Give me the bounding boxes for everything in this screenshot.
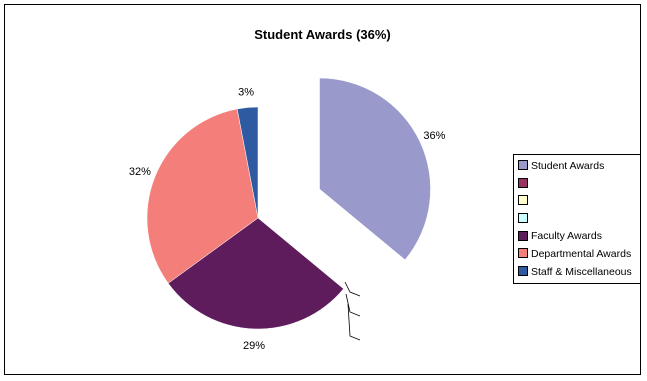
legend-item: Departmental Awards bbox=[518, 248, 631, 262]
legend-swatch bbox=[518, 177, 528, 188]
leader-line bbox=[345, 293, 361, 317]
slice-data-label: 36% bbox=[423, 130, 445, 142]
legend-item bbox=[518, 195, 531, 209]
legend-swatch bbox=[518, 195, 528, 206]
pie-slice-departmental-awards bbox=[146, 108, 259, 284]
legend-item bbox=[518, 213, 531, 227]
chart-title: Student Awards (36%) bbox=[254, 27, 391, 42]
legend-swatch bbox=[518, 230, 528, 241]
legend-item: Faculty Awards bbox=[518, 230, 602, 244]
pie-slice-staff-miscellaneous bbox=[236, 106, 259, 219]
slice-data-label: 29% bbox=[243, 340, 265, 352]
legend-swatch bbox=[518, 265, 528, 276]
legend-label: Student Awards bbox=[531, 160, 605, 172]
legend-label: Departmental Awards bbox=[531, 248, 632, 260]
legend-swatch bbox=[518, 213, 528, 224]
pie-slice-student-awards bbox=[319, 77, 431, 261]
legend-swatch bbox=[518, 160, 528, 171]
legend-label: Staff & Miscellaneous bbox=[531, 265, 632, 278]
legend-item: Student Awards bbox=[518, 160, 604, 174]
slice-data-label: 32% bbox=[129, 166, 151, 178]
slice-data-label: 3% bbox=[238, 87, 254, 99]
leader-line bbox=[347, 303, 361, 341]
legend-swatch bbox=[518, 248, 528, 259]
leader-line bbox=[344, 281, 361, 297]
legend-item: Staff & Miscellaneous bbox=[518, 266, 632, 280]
chart-legend: Student Awards Faculty Awards Departmental… bbox=[513, 154, 641, 284]
legend-label: Faculty Awards bbox=[531, 230, 603, 243]
pie-slice-faculty-awards bbox=[167, 217, 344, 330]
legend-item bbox=[518, 177, 531, 192]
